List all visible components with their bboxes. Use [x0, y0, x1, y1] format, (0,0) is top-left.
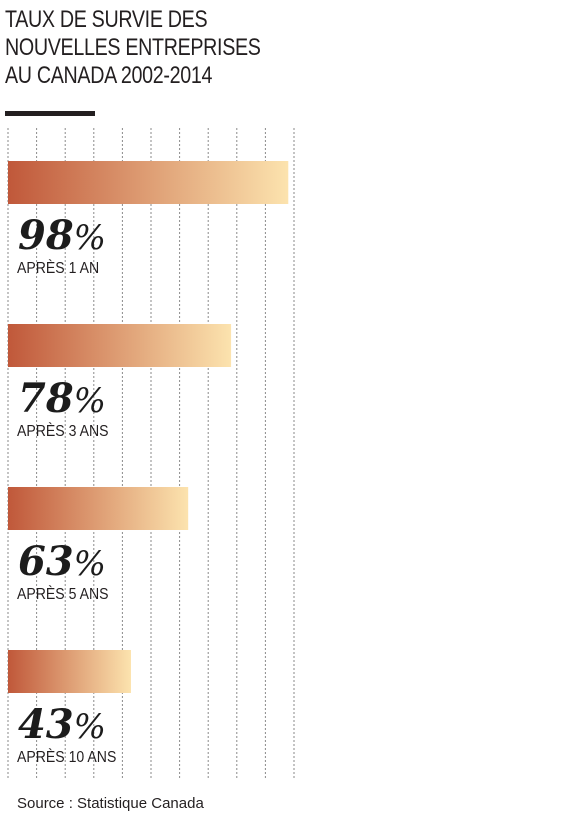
title-underline: [5, 111, 95, 116]
bar: [8, 650, 131, 693]
title-line-1: TAUX DE SURVIE DES: [5, 6, 208, 33]
chart-title: TAUX DE SURVIE DES NOUVELLES ENTREPRISES…: [5, 6, 267, 90]
value-label: 43%: [18, 701, 106, 748]
bars: [8, 161, 289, 693]
value-label: 98%: [18, 212, 106, 259]
bar: [8, 324, 232, 367]
bar-chart: 98%APRÈS 1 AN 78%APRÈS 3 ANS 63%APRÈS 5 AN…: [7, 128, 295, 778]
category-label: APRÈS 10 ANS: [17, 748, 116, 766]
bar: [8, 161, 289, 204]
title-line-3: AU CANADA 2002-2014: [5, 62, 213, 89]
category-label: APRÈS 3 ANS: [17, 422, 109, 440]
value-labels: 98%APRÈS 1 AN 78%APRÈS 3 ANS 63%APRÈS 5 AN…: [17, 212, 116, 766]
percent-sign: %: [74, 707, 106, 747]
category-label: APRÈS 5 ANS: [17, 585, 109, 603]
title-line-2: NOUVELLES ENTREPRISES: [5, 34, 261, 61]
percent-sign: %: [74, 544, 106, 584]
bar: [8, 487, 189, 530]
source-note: Source : Statistique Canada: [17, 795, 204, 812]
category-label: APRÈS 1 AN: [17, 259, 99, 277]
value-label: 78%: [18, 375, 106, 422]
value-label: 63%: [18, 538, 106, 585]
percent-sign: %: [74, 218, 106, 258]
percent-sign: %: [74, 381, 106, 421]
